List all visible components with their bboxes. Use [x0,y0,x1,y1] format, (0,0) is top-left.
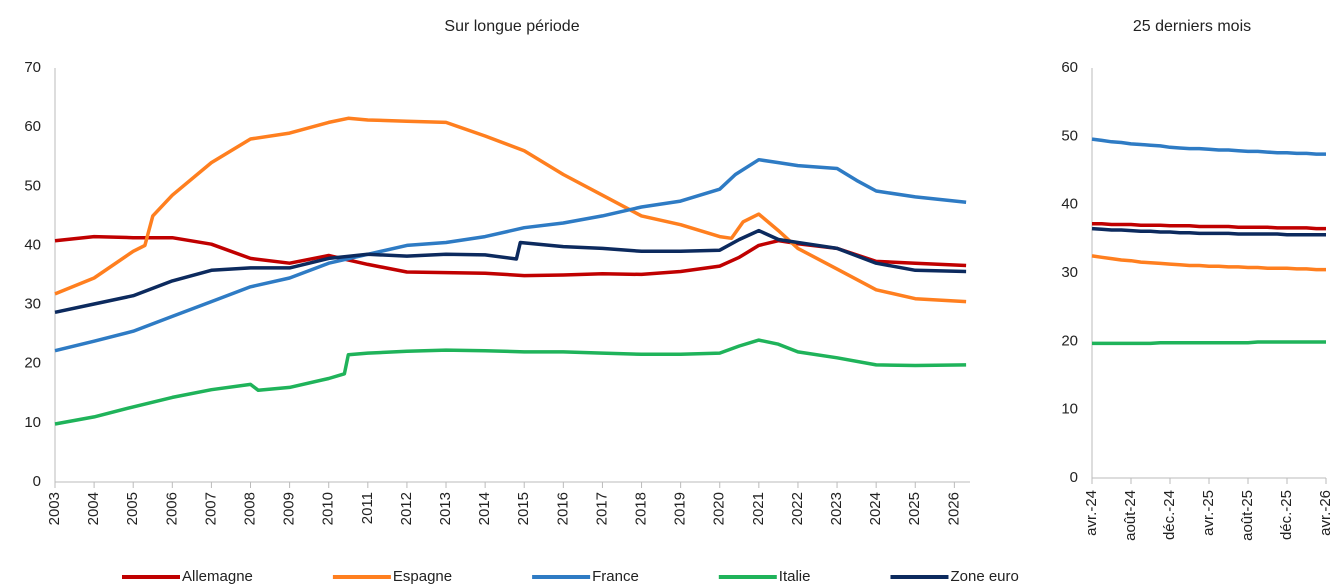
y-tick-label: 30 [24,296,41,313]
legend-label: Espagne [393,568,452,585]
x-tick-label: déc.-25 [1278,490,1295,540]
x-tick-label: 2010 [320,492,337,525]
y-tick-label: 0 [33,473,41,490]
x-tick-label: 2015 [515,492,532,525]
x-tick-label: 2013 [437,492,454,525]
series-line [54,228,967,315]
x-tick-label: déc.-24 [1161,490,1178,540]
chart-title: Sur longue période [444,18,579,35]
x-tick-label: 2006 [163,492,180,525]
x-tick-label: 2024 [867,492,884,525]
x-tick-label: 2011 [359,492,376,524]
series-line [1092,340,1326,346]
x-tick-label: avr.-26 [1317,490,1333,536]
y-tick-label: 60 [1061,59,1078,76]
x-tick-label: août-24 [1122,490,1139,541]
y-tick-label: 20 [24,355,41,372]
series-line [1091,254,1326,272]
y-tick-label: 20 [1061,332,1078,349]
x-tick-label: 2016 [554,492,571,525]
x-tick-label: 2012 [398,492,415,525]
y-tick-label: 10 [1061,401,1078,418]
x-tick-label: 2017 [593,492,610,525]
y-tick-label: 60 [24,118,41,135]
y-tick-label: 70 [24,59,41,76]
x-tick-label: 2025 [906,492,923,525]
y-tick-label: 30 [1061,264,1078,281]
x-tick-label: avr.-25 [1200,490,1217,536]
x-tick-label: 2003 [46,492,63,525]
y-tick-label: 10 [24,414,41,431]
x-tick-label: 2021 [750,492,767,525]
x-tick-label: 2004 [85,492,102,525]
y-tick-label: 50 [1061,127,1078,144]
x-tick-label: avr.-24 [1083,490,1100,536]
x-tick-label: 2026 [945,492,962,525]
x-tick-label: 2005 [124,492,141,525]
x-tick-label: 2023 [828,492,845,525]
series-line [1092,222,1326,231]
legend-label: Zone euro [950,568,1018,585]
x-tick-label: 2008 [241,492,258,525]
y-tick-label: 0 [1070,469,1078,486]
x-tick-label: août-25 [1239,490,1256,541]
y-tick-label: 40 [1061,196,1078,213]
x-tick-label: 2019 [672,492,689,525]
chart-title: 25 derniers mois [1133,18,1251,35]
x-tick-label: 2020 [711,492,728,525]
series-line [54,234,967,278]
x-tick-label: 2007 [202,492,219,525]
series-line [54,116,967,304]
x-tick-label: 2009 [281,492,298,525]
series-line [1091,226,1326,237]
y-tick-label: 40 [24,236,41,253]
series-line [1091,137,1326,156]
legend-label: Allemagne [182,568,253,585]
series-line [54,338,967,426]
legend-label: France [592,568,639,585]
x-tick-label: 2014 [476,492,493,525]
series-line [54,157,967,353]
x-tick-label: 2022 [789,492,806,525]
y-tick-label: 50 [24,177,41,194]
legend-label: Italie [779,568,811,585]
x-tick-label: 2018 [633,492,650,525]
